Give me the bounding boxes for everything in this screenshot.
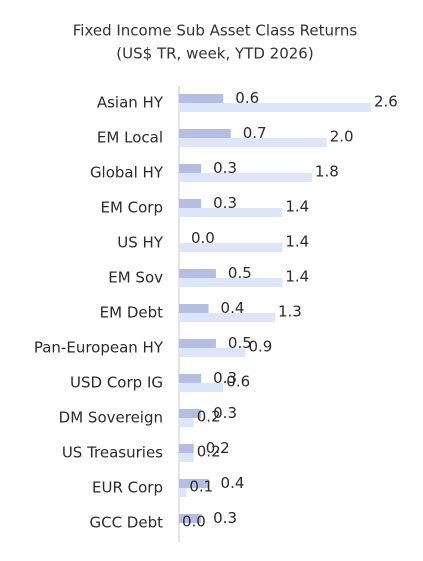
data-label: 0.4 bbox=[221, 474, 245, 492]
data-label: 1.4 bbox=[285, 198, 309, 216]
y-tick-label: US Treasuries bbox=[62, 444, 163, 462]
bar bbox=[179, 339, 216, 348]
bar bbox=[179, 453, 194, 462]
bar bbox=[179, 138, 327, 147]
data-label: 0.6 bbox=[235, 89, 259, 107]
data-label: 0.4 bbox=[221, 299, 245, 317]
data-label: 1.4 bbox=[285, 268, 309, 286]
data-label: 0.9 bbox=[248, 338, 272, 356]
data-label: 0.0 bbox=[182, 513, 206, 531]
y-tick-label: US HY bbox=[117, 234, 164, 252]
bar bbox=[179, 129, 231, 138]
data-label: 0.5 bbox=[228, 264, 252, 282]
bar bbox=[179, 208, 283, 217]
data-label: 0.6 bbox=[226, 373, 250, 391]
bar bbox=[179, 348, 246, 357]
data-label: 0.3 bbox=[213, 404, 237, 422]
y-tick-label: GCC Debt bbox=[89, 514, 163, 532]
data-label: 1.8 bbox=[315, 163, 339, 181]
y-tick-label: USD Corp IG bbox=[70, 374, 163, 392]
bar bbox=[179, 173, 312, 182]
data-label: 0.5 bbox=[228, 334, 252, 352]
y-tick-label: EUR Corp bbox=[92, 479, 163, 497]
bar bbox=[179, 313, 275, 322]
bar bbox=[179, 269, 216, 278]
bar bbox=[179, 199, 202, 208]
bar bbox=[179, 479, 209, 488]
bar bbox=[179, 103, 371, 112]
y-tick-label: EM Debt bbox=[100, 304, 163, 322]
data-label: 0.7 bbox=[243, 124, 267, 142]
y-tick-label: EM Sov bbox=[108, 269, 163, 287]
data-label: 0.3 bbox=[213, 369, 237, 387]
chart-title: Fixed Income Sub Asset Class Returns bbox=[73, 22, 358, 40]
bar bbox=[179, 514, 202, 523]
y-tick-label: Global HY bbox=[90, 164, 164, 182]
bar bbox=[179, 444, 194, 453]
y-tick-label: EM Local bbox=[97, 129, 163, 147]
y-tick-label: DM Sovereign bbox=[59, 409, 163, 427]
bar bbox=[179, 243, 283, 252]
bar bbox=[179, 278, 283, 287]
bar bbox=[179, 374, 202, 383]
data-label: 2.6 bbox=[374, 93, 398, 111]
y-tick-label: EM Corp bbox=[100, 199, 163, 217]
data-label: 0.2 bbox=[197, 408, 221, 426]
data-label: 0.3 bbox=[213, 159, 237, 177]
bar bbox=[179, 418, 194, 427]
bar bbox=[179, 488, 187, 497]
data-label: 0.3 bbox=[213, 509, 237, 527]
bar bbox=[179, 94, 224, 103]
data-label: 1.4 bbox=[285, 233, 309, 251]
data-label: 2.0 bbox=[330, 128, 354, 146]
data-label: 0.3 bbox=[213, 194, 237, 212]
y-tick-label: Asian HY bbox=[97, 94, 164, 112]
bar bbox=[179, 304, 209, 313]
data-label: 1.3 bbox=[278, 303, 302, 321]
data-label: 0.2 bbox=[206, 439, 230, 457]
bar bbox=[179, 164, 202, 173]
bar bbox=[179, 409, 202, 418]
y-tick-label: Pan-European HY bbox=[34, 339, 164, 357]
data-label: 0.0 bbox=[191, 229, 215, 247]
data-label: 0.2 bbox=[197, 443, 221, 461]
data-label: 0.1 bbox=[189, 478, 213, 496]
chart-subtitle: (US$ TR, week, YTD 2026) bbox=[116, 45, 313, 63]
bar bbox=[179, 383, 224, 392]
